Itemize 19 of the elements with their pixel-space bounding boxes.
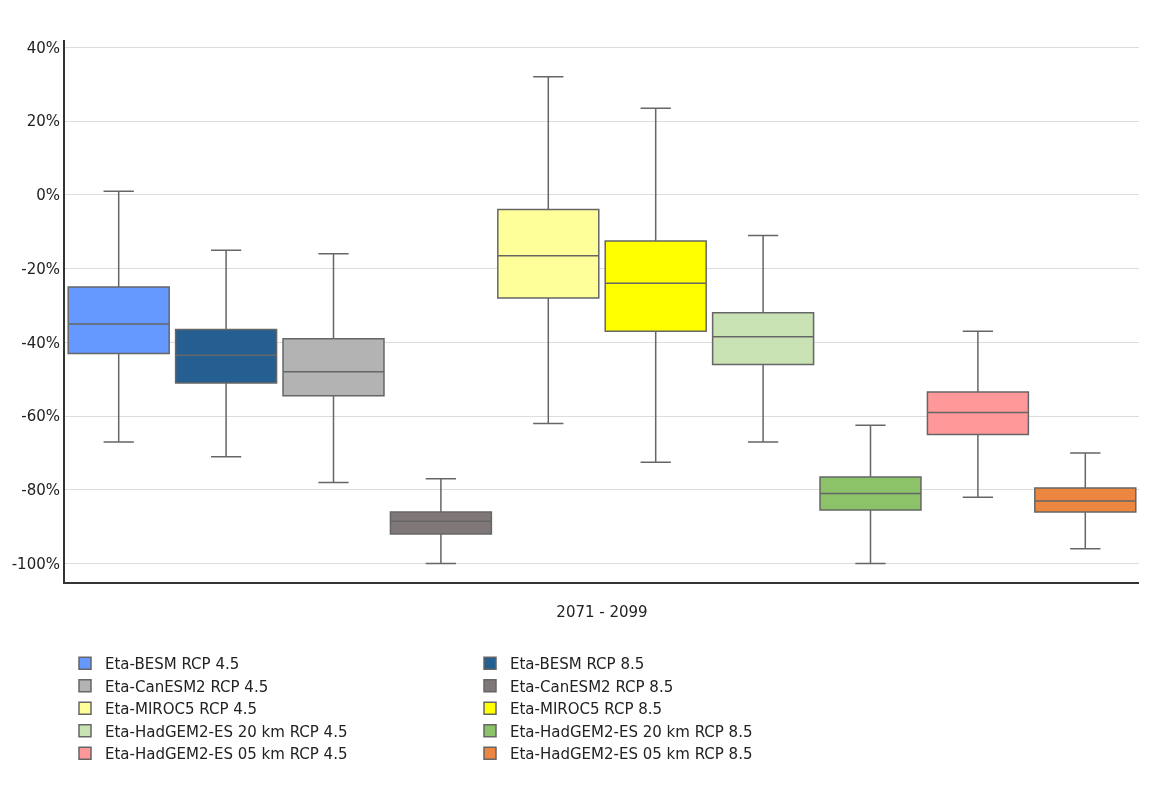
y-tick-label: -80% — [21, 481, 60, 500]
legend-label: Eta-HadGEM2-ES 05 km RCP 4.5 — [105, 745, 348, 764]
y-tick-label: 0% — [36, 186, 60, 205]
legend-label: Eta-HadGEM2-ES 05 km RCP 8.5 — [510, 745, 753, 764]
y-tick-label: -20% — [21, 259, 60, 278]
legend-label: Eta-CanESM2 RCP 8.5 — [510, 677, 674, 696]
y-tick-label: 40% — [26, 38, 60, 57]
legend-label: Eta-HadGEM2-ES 20 km RCP 4.5 — [105, 722, 348, 741]
legend-label: Eta-HadGEM2-ES 20 km RCP 8.5 — [510, 722, 753, 741]
legend-label: Eta-MIROC5 RCP 4.5 — [105, 700, 258, 719]
y-tick-label: -100% — [11, 554, 60, 573]
legend-label: Eta-BESM RCP 8.5 — [510, 655, 645, 674]
legend-label: Eta-MIROC5 RCP 8.5 — [510, 700, 663, 719]
legend-label: Eta-CanESM2 RCP 4.5 — [105, 677, 269, 696]
y-tick-label: -60% — [21, 407, 60, 426]
y-tick-label: 20% — [26, 112, 60, 131]
legend-label: Eta-BESM RCP 4.5 — [105, 655, 240, 674]
x-tick-label: 2071 - 2099 — [556, 603, 648, 621]
y-tick-label: -40% — [21, 333, 60, 352]
